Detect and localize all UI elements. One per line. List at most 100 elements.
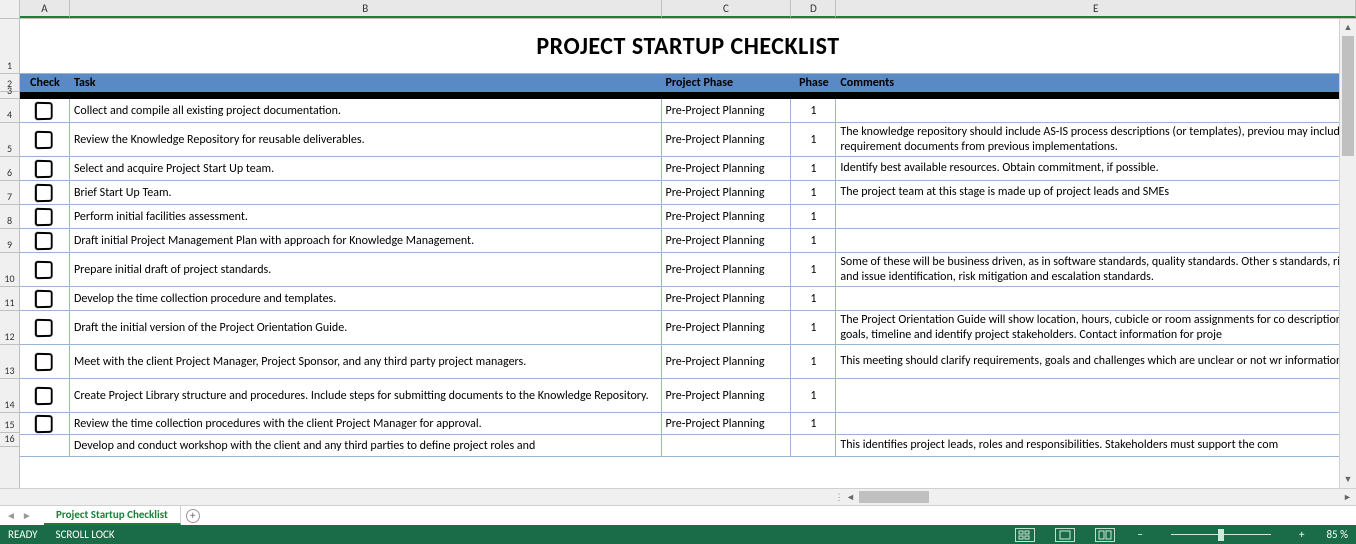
- view-page-break-button[interactable]: [1095, 528, 1115, 542]
- col-header-D[interactable]: D: [791, 0, 836, 18]
- phase-cell[interactable]: Pre-Project Planning: [662, 287, 792, 310]
- zoom-out-button[interactable]: −: [1134, 528, 1147, 541]
- task-cell[interactable]: Create Project Library structure and pro…: [70, 379, 662, 412]
- row-header-10[interactable]: 10: [0, 253, 19, 287]
- task-cell[interactable]: Prepare initial draft of project standar…: [70, 253, 662, 286]
- row-header-11[interactable]: 11: [0, 287, 19, 311]
- task-cell[interactable]: Develop and conduct workshop with the cl…: [70, 435, 662, 456]
- phase-num-cell[interactable]: 1: [791, 379, 836, 412]
- row-header-1[interactable]: 1: [0, 19, 19, 74]
- phase-cell[interactable]: [662, 435, 792, 456]
- scroll-right-arrow[interactable]: ►: [1339, 489, 1356, 506]
- task-cell[interactable]: Meet with the client Project Manager, Pr…: [70, 345, 662, 378]
- hscroll-thumb[interactable]: [859, 491, 929, 503]
- scroll-up-arrow[interactable]: ▲: [1340, 19, 1356, 36]
- comment-cell[interactable]: This identifies project leads, roles and…: [836, 435, 1356, 456]
- phase-num-cell[interactable]: 1: [791, 157, 836, 180]
- task-checkbox[interactable]: [35, 386, 53, 405]
- comment-cell[interactable]: [836, 287, 1356, 310]
- phase-cell[interactable]: Pre-Project Planning: [662, 157, 792, 180]
- phase-cell[interactable]: Pre-Project Planning: [662, 181, 792, 204]
- scroll-down-arrow[interactable]: ▼: [1340, 471, 1356, 488]
- cells-grid[interactable]: PROJECT STARTUP CHECKLIST Check Task Pro…: [20, 19, 1356, 488]
- phase-cell[interactable]: Pre-Project Planning: [662, 99, 792, 122]
- comment-cell[interactable]: [836, 99, 1356, 122]
- task-checkbox[interactable]: [35, 159, 53, 178]
- task-checkbox[interactable]: [35, 260, 53, 279]
- col-header-B[interactable]: B: [70, 0, 662, 18]
- comment-cell[interactable]: The project team at this stage is made u…: [836, 181, 1356, 204]
- sheet-tab-active[interactable]: Project Startup Checklist: [44, 506, 181, 525]
- phase-num-cell[interactable]: 1: [791, 311, 836, 344]
- comment-cell[interactable]: Some of these will be business driven, a…: [836, 253, 1356, 286]
- phase-cell[interactable]: Pre-Project Planning: [662, 379, 792, 412]
- comment-cell[interactable]: [836, 229, 1356, 252]
- select-all-corner[interactable]: [0, 0, 20, 18]
- row-header-5[interactable]: 5: [0, 123, 19, 157]
- task-cell[interactable]: Draft the initial version of the Project…: [70, 311, 662, 344]
- comment-cell[interactable]: [836, 413, 1356, 434]
- phase-num-cell[interactable]: 1: [791, 345, 836, 378]
- task-checkbox[interactable]: [35, 101, 53, 120]
- row-header-15[interactable]: 15: [0, 413, 19, 433]
- task-checkbox[interactable]: [35, 352, 53, 371]
- comment-cell[interactable]: Identify best available resources. Obtai…: [836, 157, 1356, 180]
- row-header-14[interactable]: 14: [0, 379, 19, 413]
- row-header-3[interactable]: 3: [0, 92, 19, 99]
- phase-num-cell[interactable]: 1: [791, 99, 836, 122]
- row-header-7[interactable]: 7: [0, 181, 19, 205]
- comment-cell[interactable]: The knowledge repository should include …: [836, 123, 1356, 156]
- task-cell[interactable]: Perform initial facilities assessment.: [70, 205, 662, 228]
- phase-num-cell[interactable]: 1: [791, 287, 836, 310]
- task-checkbox[interactable]: [35, 207, 53, 226]
- task-cell[interactable]: Brief Start Up Team.: [70, 181, 662, 204]
- task-checkbox[interactable]: [35, 318, 53, 337]
- view-normal-button[interactable]: [1015, 528, 1035, 542]
- phase-num-cell[interactable]: 1: [791, 253, 836, 286]
- row-header-9[interactable]: 9: [0, 229, 19, 253]
- row-header-16[interactable]: 16: [0, 433, 19, 447]
- zoom-in-button[interactable]: +: [1295, 528, 1308, 541]
- task-checkbox[interactable]: [35, 414, 53, 433]
- phase-cell[interactable]: Pre-Project Planning: [662, 345, 792, 378]
- phase-cell[interactable]: Pre-Project Planning: [662, 205, 792, 228]
- horizontal-scrollbar[interactable]: ◄ ►: [842, 489, 1356, 505]
- phase-num-cell[interactable]: 1: [791, 229, 836, 252]
- phase-cell[interactable]: Pre-Project Planning: [662, 413, 792, 434]
- comment-cell[interactable]: This meeting should clarify requirements…: [836, 345, 1356, 378]
- col-header-C[interactable]: C: [662, 0, 792, 18]
- vscroll-thumb[interactable]: [1342, 36, 1354, 156]
- task-cell[interactable]: Review the Knowledge Repository for reus…: [70, 123, 662, 156]
- tab-nav-arrows[interactable]: ◄►: [0, 509, 44, 522]
- task-cell[interactable]: Develop the time collection procedure an…: [70, 287, 662, 310]
- comment-cell[interactable]: [836, 379, 1356, 412]
- phase-cell[interactable]: Pre-Project Planning: [662, 123, 792, 156]
- comment-cell[interactable]: [836, 205, 1356, 228]
- phase-num-cell[interactable]: 1: [791, 413, 836, 434]
- phase-cell[interactable]: Pre-Project Planning: [662, 253, 792, 286]
- view-page-layout-button[interactable]: [1055, 528, 1075, 542]
- zoom-slider[interactable]: [1171, 533, 1271, 537]
- add-sheet-button[interactable]: +: [181, 509, 205, 523]
- phase-num-cell[interactable]: 1: [791, 205, 836, 228]
- row-header-8[interactable]: 8: [0, 205, 19, 229]
- col-header-A[interactable]: A: [20, 0, 70, 18]
- phase-num-cell[interactable]: 1: [791, 123, 836, 156]
- row-header-6[interactable]: 6: [0, 157, 19, 181]
- phase-num-cell[interactable]: 1: [791, 181, 836, 204]
- row-header-4[interactable]: 4: [0, 99, 19, 123]
- task-checkbox[interactable]: [35, 183, 53, 202]
- row-header-12[interactable]: 12: [0, 311, 19, 345]
- task-checkbox[interactable]: [35, 130, 53, 149]
- comment-cell[interactable]: The Project Orientation Guide will show …: [836, 311, 1356, 344]
- col-header-E[interactable]: E: [836, 0, 1356, 18]
- vertical-scrollbar[interactable]: ▲ ▼: [1339, 19, 1356, 488]
- scroll-left-arrow[interactable]: ◄: [842, 489, 859, 506]
- task-checkbox[interactable]: [35, 289, 53, 308]
- row-header-13[interactable]: 13: [0, 345, 19, 379]
- task-checkbox[interactable]: [35, 231, 53, 250]
- phase-num-cell[interactable]: [791, 435, 836, 456]
- task-cell[interactable]: Select and acquire Project Start Up team…: [70, 157, 662, 180]
- task-cell[interactable]: Review the time collection procedures wi…: [70, 413, 662, 434]
- task-cell[interactable]: Collect and compile all existing project…: [70, 99, 662, 122]
